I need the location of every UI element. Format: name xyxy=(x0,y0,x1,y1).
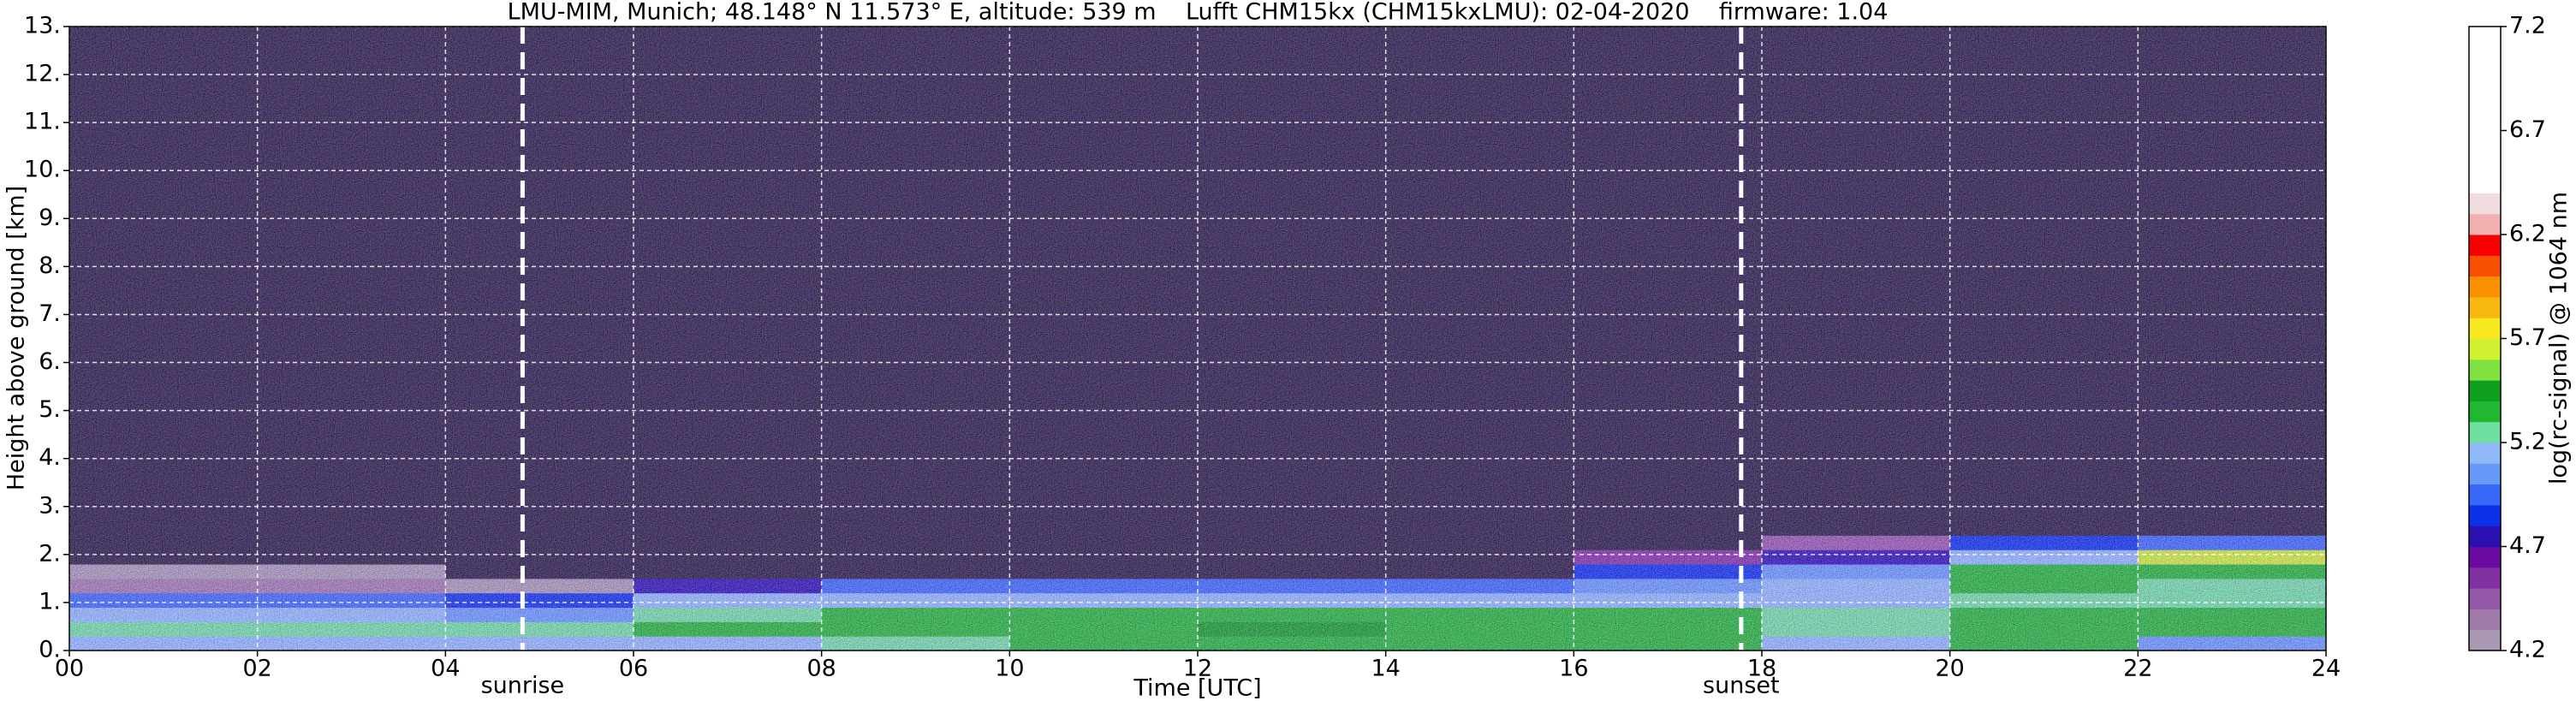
x-tick-label: 18 xyxy=(1747,656,1776,682)
x-tick-label: 20 xyxy=(1935,656,1964,682)
y-tick-label: 0. xyxy=(39,637,61,663)
y-tick-label: 12. xyxy=(24,61,61,87)
y-tick-label: 5. xyxy=(39,396,61,423)
colorbar-swatch xyxy=(2469,526,2501,547)
colorbar-swatch xyxy=(2469,359,2501,381)
colorbar-tick-label: 7.2 xyxy=(2509,13,2546,39)
colorbar-swatch xyxy=(2469,213,2501,235)
colorbar-swatch xyxy=(2469,47,2501,69)
x-tick-label: 22 xyxy=(2123,656,2152,682)
y-axis-label: Height above ground [km] xyxy=(3,186,30,490)
colorbar-tick-label: 6.7 xyxy=(2509,116,2546,143)
chart-title: LMU-MIM, Munich; 48.148° N 11.573° E, al… xyxy=(508,0,1889,26)
y-tick-label: 10. xyxy=(24,157,61,183)
y-tick-label: 8. xyxy=(39,253,61,279)
colorbar-swatch xyxy=(2469,172,2501,193)
y-tick-label: 3. xyxy=(39,492,61,519)
colorbar-tick-label: 5.7 xyxy=(2509,324,2546,351)
colorbar-swatch xyxy=(2469,193,2501,215)
colorbar-swatch xyxy=(2469,588,2501,609)
x-tick-label: 10 xyxy=(995,656,1024,682)
colorbar-swatch xyxy=(2469,151,2501,173)
x-tick-label: 24 xyxy=(2311,656,2341,682)
colorbar-swatch xyxy=(2469,463,2501,485)
x-axis-label: Time [UTC] xyxy=(1133,675,1261,702)
y-tick-label: 7. xyxy=(39,300,61,327)
colorbar-swatch xyxy=(2469,567,2501,589)
x-tick-label: 04 xyxy=(431,656,460,682)
x-tick-label: 12 xyxy=(1183,656,1212,682)
colorbar-swatch xyxy=(2469,484,2501,506)
colorbar-swatch xyxy=(2469,443,2501,464)
colorbar-swatch xyxy=(2469,629,2501,651)
x-tick-label: 06 xyxy=(619,656,648,682)
colorbar-swatch xyxy=(2469,401,2501,423)
y-tick-label: 4. xyxy=(39,444,61,471)
annotation-label: sunrise xyxy=(481,673,565,699)
x-tick-label: 16 xyxy=(1559,656,1588,682)
colorbar-tick-label: 5.2 xyxy=(2509,429,2546,455)
x-tick-label: 08 xyxy=(806,656,836,682)
x-tick-label: 02 xyxy=(242,656,271,682)
y-tick-label: 1. xyxy=(39,588,61,615)
x-tick-label: 14 xyxy=(1371,656,1400,682)
colorbar-swatch xyxy=(2469,546,2501,568)
annotation-label: sunset xyxy=(1703,673,1780,699)
colorbar-swatch xyxy=(2469,88,2501,110)
colorbar-tick-label: 6.2 xyxy=(2509,221,2546,247)
y-tick-label: 11. xyxy=(24,109,61,135)
plot-frame xyxy=(68,26,2327,651)
colorbar-swatch xyxy=(2469,235,2501,256)
colorbar-swatch xyxy=(2469,68,2501,90)
y-tick-label: 2. xyxy=(39,540,61,567)
colorbar-swatch xyxy=(2469,609,2501,631)
y-tick-label: 13. xyxy=(24,13,61,39)
colorbar-swatch xyxy=(2469,130,2501,152)
colorbar-label: log(rc-signal) @ 1064 nm xyxy=(2546,192,2573,484)
colorbar-swatch xyxy=(2469,380,2501,401)
colorbar-tick-label: 4.7 xyxy=(2509,532,2546,559)
colorbar-swatch xyxy=(2469,421,2501,443)
y-tick-label: 6. xyxy=(39,348,61,375)
colorbar-swatch xyxy=(2469,276,2501,298)
colorbar-swatch xyxy=(2469,27,2501,48)
colorbar-swatch xyxy=(2469,504,2501,526)
colorbar-swatch xyxy=(2469,296,2501,318)
x-tick-label: 00 xyxy=(55,656,84,682)
colorbar-swatch xyxy=(2469,338,2501,360)
colorbar-swatch xyxy=(2469,110,2501,131)
y-tick-label: 9. xyxy=(39,205,61,231)
colorbar-swatch xyxy=(2469,318,2501,339)
colorbar-tick-label: 4.2 xyxy=(2509,637,2546,663)
colorbar-swatch xyxy=(2469,255,2501,277)
